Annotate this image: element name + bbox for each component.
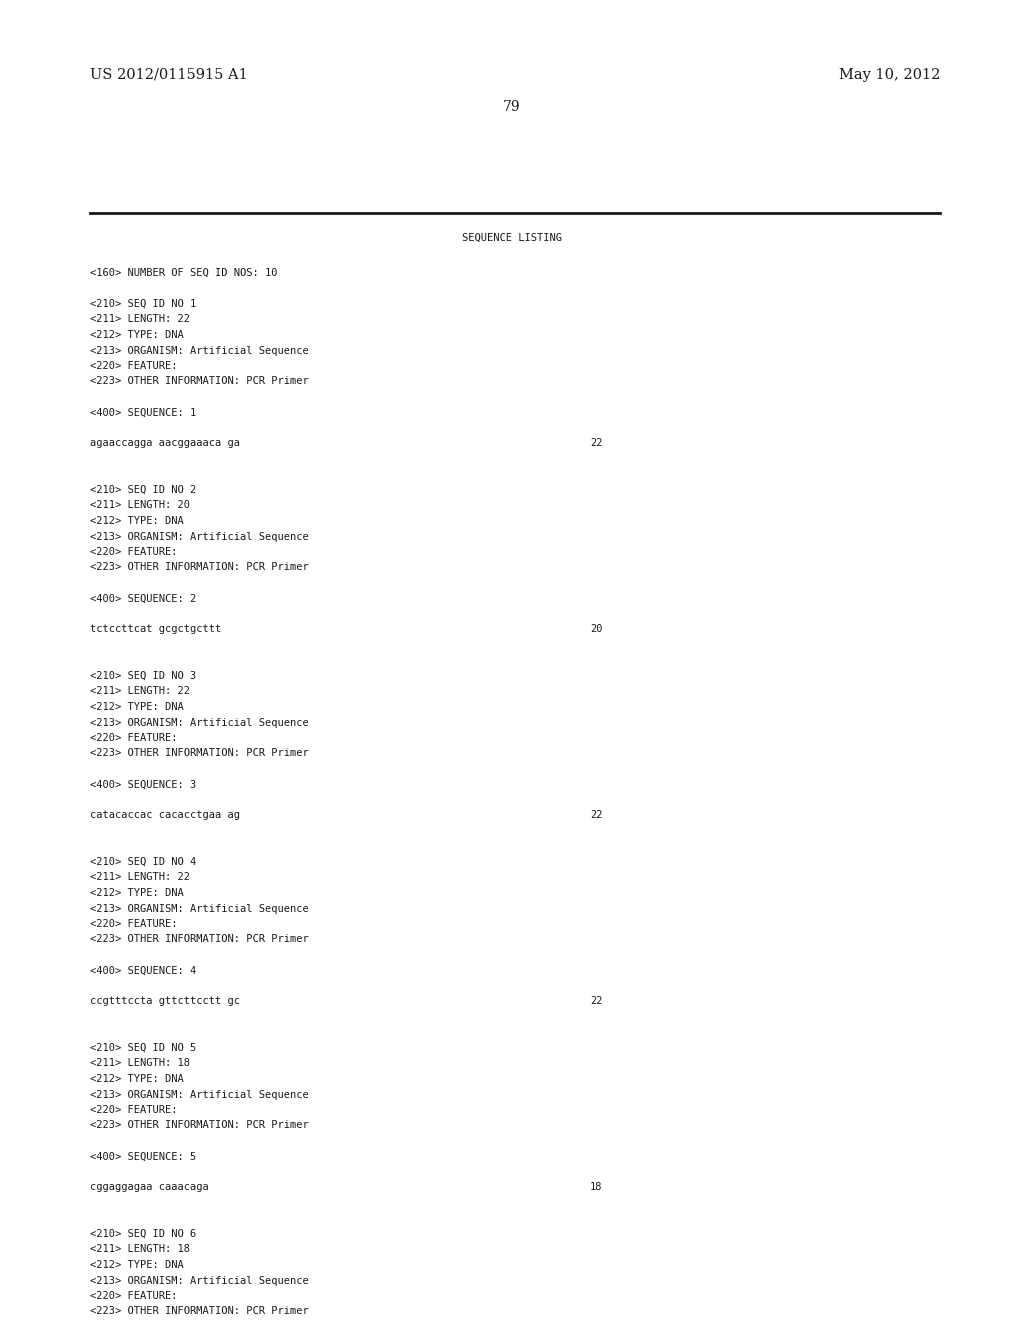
Text: <210> SEQ ID NO 6: <210> SEQ ID NO 6 bbox=[90, 1229, 197, 1239]
Text: 22: 22 bbox=[590, 810, 602, 821]
Text: 79: 79 bbox=[503, 100, 521, 114]
Text: May 10, 2012: May 10, 2012 bbox=[839, 69, 940, 82]
Text: 22: 22 bbox=[590, 997, 602, 1006]
Text: <211> LENGTH: 22: <211> LENGTH: 22 bbox=[90, 314, 190, 325]
Text: <223> OTHER INFORMATION: PCR Primer: <223> OTHER INFORMATION: PCR Primer bbox=[90, 1307, 309, 1316]
Text: <160> NUMBER OF SEQ ID NOS: 10: <160> NUMBER OF SEQ ID NOS: 10 bbox=[90, 268, 278, 279]
Text: <212> TYPE: DNA: <212> TYPE: DNA bbox=[90, 1074, 183, 1084]
Text: <220> FEATURE:: <220> FEATURE: bbox=[90, 733, 177, 743]
Text: <213> ORGANISM: Artificial Sequence: <213> ORGANISM: Artificial Sequence bbox=[90, 1089, 309, 1100]
Text: <210> SEQ ID NO 3: <210> SEQ ID NO 3 bbox=[90, 671, 197, 681]
Text: <213> ORGANISM: Artificial Sequence: <213> ORGANISM: Artificial Sequence bbox=[90, 346, 309, 355]
Text: <212> TYPE: DNA: <212> TYPE: DNA bbox=[90, 702, 183, 711]
Text: ccgtttccta gttcttcctt gc: ccgtttccta gttcttcctt gc bbox=[90, 997, 240, 1006]
Text: cggaggagaa caaacaga: cggaggagaa caaacaga bbox=[90, 1183, 209, 1192]
Text: <220> FEATURE:: <220> FEATURE: bbox=[90, 919, 177, 929]
Text: <220> FEATURE:: <220> FEATURE: bbox=[90, 360, 177, 371]
Text: 18: 18 bbox=[590, 1183, 602, 1192]
Text: <400> SEQUENCE: 1: <400> SEQUENCE: 1 bbox=[90, 408, 197, 417]
Text: <223> OTHER INFORMATION: PCR Primer: <223> OTHER INFORMATION: PCR Primer bbox=[90, 562, 309, 573]
Text: 20: 20 bbox=[590, 624, 602, 635]
Text: <220> FEATURE:: <220> FEATURE: bbox=[90, 1291, 177, 1302]
Text: <211> LENGTH: 22: <211> LENGTH: 22 bbox=[90, 686, 190, 697]
Text: <223> OTHER INFORMATION: PCR Primer: <223> OTHER INFORMATION: PCR Primer bbox=[90, 748, 309, 759]
Text: <400> SEQUENCE: 2: <400> SEQUENCE: 2 bbox=[90, 594, 197, 603]
Text: <210> SEQ ID NO 4: <210> SEQ ID NO 4 bbox=[90, 857, 197, 867]
Text: <223> OTHER INFORMATION: PCR Primer: <223> OTHER INFORMATION: PCR Primer bbox=[90, 1121, 309, 1130]
Text: <212> TYPE: DNA: <212> TYPE: DNA bbox=[90, 888, 183, 898]
Text: <211> LENGTH: 20: <211> LENGTH: 20 bbox=[90, 500, 190, 511]
Text: <220> FEATURE:: <220> FEATURE: bbox=[90, 546, 177, 557]
Text: <210> SEQ ID NO 2: <210> SEQ ID NO 2 bbox=[90, 484, 197, 495]
Text: <400> SEQUENCE: 4: <400> SEQUENCE: 4 bbox=[90, 965, 197, 975]
Text: <400> SEQUENCE: 5: <400> SEQUENCE: 5 bbox=[90, 1151, 197, 1162]
Text: catacaccac cacacctgaa ag: catacaccac cacacctgaa ag bbox=[90, 810, 240, 821]
Text: <212> TYPE: DNA: <212> TYPE: DNA bbox=[90, 516, 183, 525]
Text: <211> LENGTH: 22: <211> LENGTH: 22 bbox=[90, 873, 190, 883]
Text: <213> ORGANISM: Artificial Sequence: <213> ORGANISM: Artificial Sequence bbox=[90, 903, 309, 913]
Text: US 2012/0115915 A1: US 2012/0115915 A1 bbox=[90, 69, 248, 82]
Text: SEQUENCE LISTING: SEQUENCE LISTING bbox=[462, 234, 562, 243]
Text: 22: 22 bbox=[590, 438, 602, 449]
Text: tctccttcat gcgctgcttt: tctccttcat gcgctgcttt bbox=[90, 624, 221, 635]
Text: <213> ORGANISM: Artificial Sequence: <213> ORGANISM: Artificial Sequence bbox=[90, 718, 309, 727]
Text: <212> TYPE: DNA: <212> TYPE: DNA bbox=[90, 330, 183, 341]
Text: <220> FEATURE:: <220> FEATURE: bbox=[90, 1105, 177, 1115]
Text: <223> OTHER INFORMATION: PCR Primer: <223> OTHER INFORMATION: PCR Primer bbox=[90, 376, 309, 387]
Text: <213> ORGANISM: Artificial Sequence: <213> ORGANISM: Artificial Sequence bbox=[90, 1275, 309, 1286]
Text: <400> SEQUENCE: 3: <400> SEQUENCE: 3 bbox=[90, 780, 197, 789]
Text: <210> SEQ ID NO 5: <210> SEQ ID NO 5 bbox=[90, 1043, 197, 1053]
Text: <213> ORGANISM: Artificial Sequence: <213> ORGANISM: Artificial Sequence bbox=[90, 532, 309, 541]
Text: <210> SEQ ID NO 1: <210> SEQ ID NO 1 bbox=[90, 300, 197, 309]
Text: <223> OTHER INFORMATION: PCR Primer: <223> OTHER INFORMATION: PCR Primer bbox=[90, 935, 309, 945]
Text: <212> TYPE: DNA: <212> TYPE: DNA bbox=[90, 1261, 183, 1270]
Text: <211> LENGTH: 18: <211> LENGTH: 18 bbox=[90, 1059, 190, 1068]
Text: <211> LENGTH: 18: <211> LENGTH: 18 bbox=[90, 1245, 190, 1254]
Text: agaaccagga aacggaaaca ga: agaaccagga aacggaaaca ga bbox=[90, 438, 240, 449]
